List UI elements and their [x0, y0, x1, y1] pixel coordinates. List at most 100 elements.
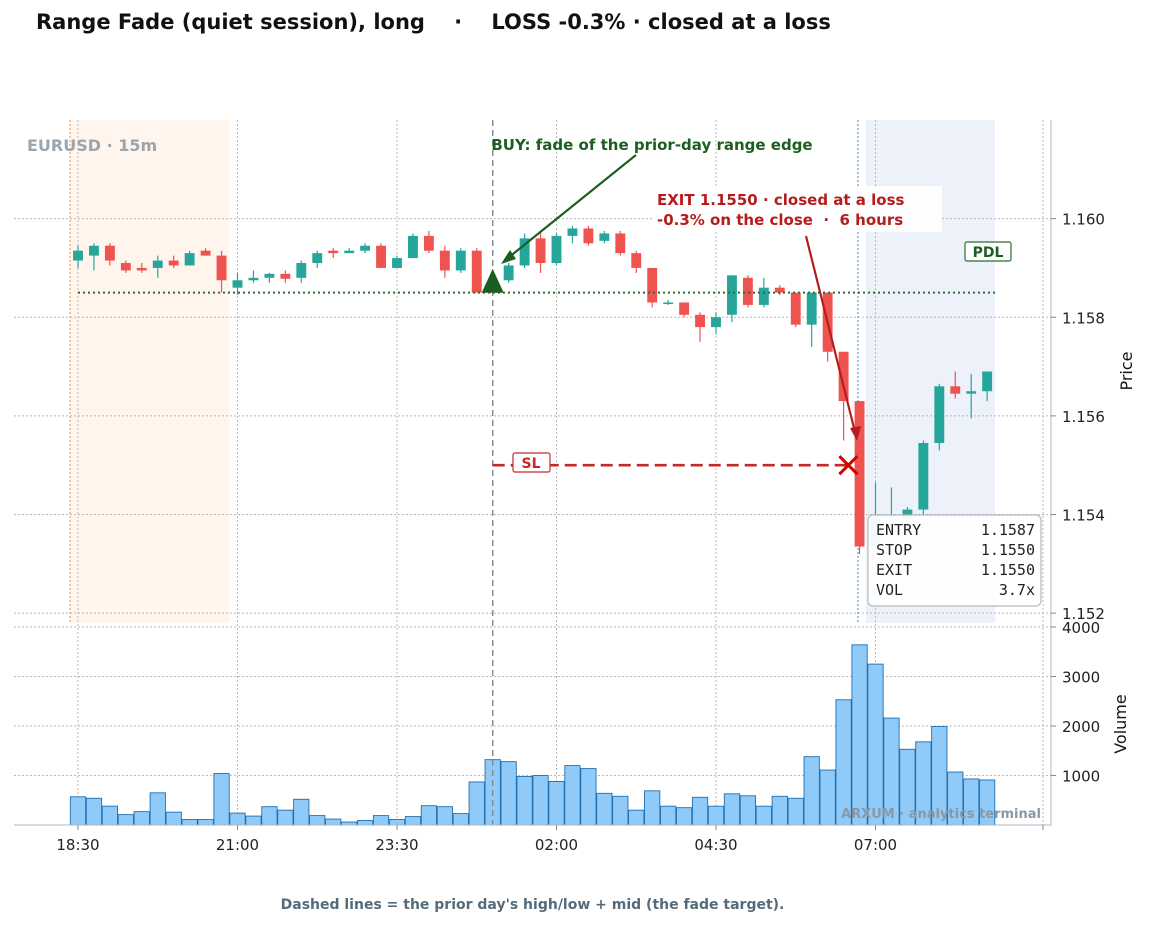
candle [583, 226, 594, 246]
stats-label-vol: VOL [876, 581, 903, 599]
stats-value-vol: 3.7x [999, 581, 1035, 599]
candle-body [168, 260, 179, 266]
candle [950, 371, 961, 399]
candle-body [120, 263, 131, 271]
exit-annotation-line1: EXIT 1.1550 · closed at a loss [657, 191, 905, 209]
time-tick-label: 07:00 [854, 836, 897, 854]
candle-body [439, 250, 450, 271]
candle-body [806, 292, 817, 325]
candle-body [631, 253, 642, 268]
time-tick-label: 02:00 [535, 836, 578, 854]
stats-value-entry: 1.1587 [981, 521, 1035, 539]
candle-body [471, 250, 482, 293]
candle [982, 371, 993, 402]
volume-bar [325, 818, 342, 826]
chart-title: Range Fade (quiet session), long · LOSS … [36, 10, 831, 34]
candle [184, 250, 195, 266]
candle-body [455, 250, 466, 271]
volume-bar [436, 806, 453, 826]
candle-body [392, 258, 402, 268]
volume-tick-label: 3000 [1062, 669, 1100, 687]
candle-body [727, 275, 737, 315]
stats-box: ENTRY 1.1587 STOP 1.1550 EXIT 1.1550 VOL… [867, 514, 1042, 607]
candle [73, 245, 83, 268]
volume-bar [181, 819, 198, 826]
candle-body [136, 267, 147, 271]
stats-label-stop: STOP [876, 541, 912, 559]
stats-value-stop: 1.1550 [981, 541, 1035, 559]
volume-bar [149, 792, 166, 826]
exit-arrow-line [804, 235, 857, 433]
candle [599, 230, 610, 244]
price-tick-label: 1.160 [1062, 211, 1105, 229]
exit-arrow-head [850, 426, 861, 441]
volume-bar [660, 805, 677, 826]
candle-body [535, 238, 546, 264]
candle [471, 248, 482, 293]
candle-body [73, 250, 83, 261]
candle [742, 275, 753, 308]
exit-marker [838, 455, 859, 476]
volume-bar [165, 811, 182, 826]
candle-body [663, 302, 674, 304]
candle [455, 248, 466, 273]
candle-body [408, 235, 418, 259]
candle-body [950, 386, 961, 394]
volume-bar [101, 805, 119, 826]
candle [535, 230, 546, 273]
volume-bar [356, 820, 374, 826]
candle [344, 248, 355, 254]
candle-body [854, 401, 865, 547]
volume-bar [580, 768, 597, 826]
stats-value-exit: 1.1550 [981, 561, 1035, 579]
candle [232, 272, 243, 296]
volume-bar [213, 773, 230, 826]
candle [934, 383, 945, 451]
candle [120, 260, 131, 273]
candle-body [216, 255, 227, 281]
volume-bar [229, 812, 246, 826]
candle [503, 263, 514, 283]
price-tick-label: 1.154 [1062, 507, 1105, 525]
candle [695, 312, 705, 342]
candle-body [711, 317, 721, 328]
volume-bar [452, 813, 469, 826]
volume-bar [85, 797, 103, 826]
candle-body [264, 273, 275, 278]
candle [966, 373, 977, 419]
time-tick-label: 23:30 [375, 836, 418, 854]
pdl-tag-text: PDL [973, 245, 1004, 261]
volume-bar [404, 816, 422, 826]
candle [248, 270, 259, 283]
candle-body [248, 277, 259, 281]
time-tick-label: 18:30 [56, 836, 99, 854]
exit-annotation-box [652, 186, 942, 232]
candle-body [599, 233, 610, 241]
buy-arrow-head [501, 250, 516, 264]
candle [711, 312, 721, 335]
candle-body [376, 245, 386, 268]
candle-body [583, 228, 594, 244]
candle-body [152, 260, 163, 268]
price-tick-label: 1.156 [1062, 408, 1105, 426]
volume-bar [277, 809, 294, 826]
stats-label-exit: EXIT [876, 561, 912, 579]
candle [104, 243, 115, 266]
volume-bar [819, 769, 836, 826]
volume-bar [117, 814, 134, 826]
candle [152, 255, 163, 278]
volume-bar [516, 776, 533, 826]
candle [360, 243, 371, 254]
candle [328, 248, 339, 259]
candle [838, 351, 849, 441]
sl-tag-text: SL [521, 456, 540, 472]
volume-bar [500, 761, 517, 826]
candle-body [679, 302, 690, 315]
candle-body [966, 391, 977, 394]
candle-body [104, 245, 115, 261]
volume-bar [261, 806, 278, 826]
candle [392, 255, 402, 268]
volume-bar [596, 792, 613, 826]
candle-body [567, 228, 578, 236]
candle-body [200, 250, 211, 256]
